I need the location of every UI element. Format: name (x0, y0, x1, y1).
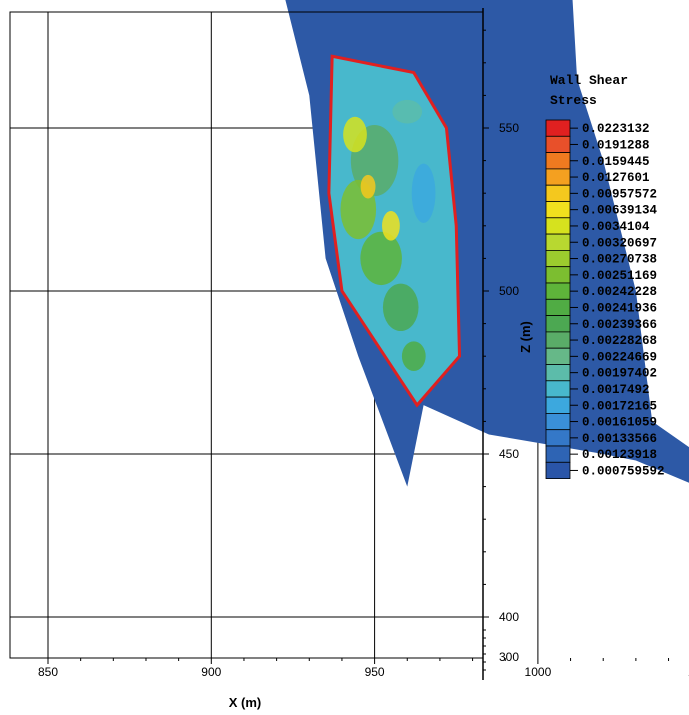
legend-swatch-14 (545, 347, 571, 365)
legend-label-3: 0.0127601 (582, 171, 650, 185)
x-axis-title: X (m) (229, 695, 262, 710)
x-tick-label-0: 850 (38, 665, 58, 679)
legend-label-14: 0.00224669 (582, 350, 657, 364)
legend-swatch-6 (545, 217, 571, 235)
legend-label-10: 0.00242228 (582, 285, 657, 299)
shear-contours (328, 56, 460, 406)
legend-label-17: 0.00172165 (582, 399, 657, 413)
legend-label-11: 0.00241936 (582, 301, 657, 315)
legend-label-7: 0.00320697 (582, 236, 657, 250)
y-axis-ticks: 400450500550600650700750300 (483, 29, 519, 671)
legend-label-20: 0.00123918 (582, 448, 657, 462)
x-tick-label-3: 1000 (525, 665, 552, 679)
legend-swatch-2 (545, 152, 571, 170)
contour-blob-3 (382, 283, 419, 332)
legend-label-21: 0.000759592 (582, 464, 665, 478)
legend-swatch-3 (545, 168, 571, 186)
legend-label-2: 0.0159445 (582, 155, 650, 169)
legend-swatch-0 (545, 119, 571, 137)
plot-frame (9, 8, 484, 680)
legend-swatch-11 (545, 298, 571, 316)
legend-swatch-21 (545, 461, 571, 479)
color-legend: Wall Shear Stress 0.0223132 0.0191288 0.01… (545, 73, 665, 479)
contour-blob-9 (392, 99, 423, 124)
legend-swatch-17 (545, 396, 571, 414)
flow-domain (285, 0, 689, 487)
legend-swatch-15 (545, 364, 571, 382)
x-tick-label-1: 900 (201, 665, 221, 679)
legend-swatch-10 (545, 282, 571, 300)
legend-label-6: 0.0034104 (582, 220, 650, 234)
legend-label-13: 0.00228268 (582, 334, 657, 348)
contour-blob-6 (382, 210, 400, 241)
x-tick-label-2: 950 (365, 665, 385, 679)
contour-blob-7 (360, 174, 376, 199)
legend-label-19: 0.00133566 (582, 432, 657, 446)
legend-label-16: 0.0017492 (582, 383, 650, 397)
y-tick-label-1: 450 (499, 447, 519, 461)
y-tick-label-2: 500 (499, 284, 519, 298)
contour-blob-5 (343, 116, 367, 153)
legend-label-4: 0.00957572 (582, 187, 657, 201)
x-tick-label-4: 1050 (688, 665, 689, 679)
legend-title-line1: Wall Shear (550, 73, 628, 88)
legend-label-15: 0.00197402 (582, 367, 657, 381)
legend-swatch-18 (545, 412, 571, 431)
legend-swatch-1 (545, 135, 571, 154)
legend-label-0: 0.0223132 (582, 122, 650, 136)
legend-label-8: 0.00270738 (582, 253, 657, 267)
legend-swatch-16 (545, 380, 571, 398)
contour-blob-8 (411, 163, 436, 223)
y-tick-label-0: 400 (499, 610, 519, 624)
legend-label-9: 0.00251169 (582, 269, 657, 283)
legend-swatch-5 (545, 201, 571, 219)
legend-label-5: 0.00639134 (582, 204, 658, 218)
x-axis-ticks: 850900950100010501100 (38, 658, 689, 679)
contour-blob-2 (360, 231, 402, 286)
legend-swatch-12 (545, 315, 571, 333)
contour-blob-4 (401, 341, 426, 372)
legend-label-12: 0.00239366 (582, 318, 657, 332)
legend-swatch-20 (545, 445, 571, 463)
y-tick-label-3: 550 (499, 121, 519, 135)
legend-label-1: 0.0191288 (582, 138, 650, 152)
legend-title-line2: Stress (550, 93, 597, 108)
y-axis-title: Z (m) (518, 321, 533, 353)
legend-label-18: 0.00161059 (582, 416, 657, 430)
highlight-outline (327, 54, 462, 408)
legend-swatch-8 (545, 249, 571, 268)
legend-swatch-19 (545, 429, 571, 447)
legend-swatch-7 (545, 233, 571, 251)
legend-swatch-4 (545, 184, 571, 202)
y-tick-label-extra: 300 (499, 650, 519, 664)
legend-swatch-9 (545, 266, 571, 284)
legend-swatch-13 (545, 331, 571, 349)
